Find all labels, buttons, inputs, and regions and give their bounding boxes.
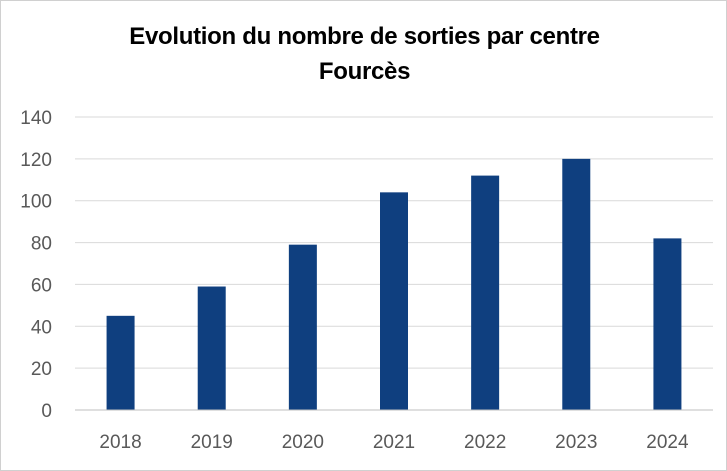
y-tick-label: 20 <box>31 359 52 380</box>
y-tick-label: 80 <box>31 234 52 255</box>
x-tick-label: 2024 <box>646 432 689 453</box>
x-tick-label: 2018 <box>99 432 141 453</box>
bar-2023 <box>562 158 591 410</box>
y-tick-label: 140 <box>20 108 52 129</box>
y-tick-label: 60 <box>31 275 52 296</box>
chart-title: Evolution du nombre de sorties par centr… <box>129 23 600 50</box>
x-tick-label: 2019 <box>191 432 233 453</box>
y-tick-label: 120 <box>20 150 52 171</box>
y-tick-label: 100 <box>20 192 52 213</box>
x-tick-label: 2020 <box>282 432 324 453</box>
bar-2019 <box>197 286 226 410</box>
bar-2021 <box>380 192 408 410</box>
bar-2018 <box>106 315 135 410</box>
bar-2020 <box>288 244 317 410</box>
bar-2022 <box>471 175 500 410</box>
x-tick-label: 2023 <box>555 432 597 453</box>
x-axis-ticks: 2018 2019 2020 2021 2022 2023 2024 <box>99 432 689 453</box>
y-axis-ticks: 0 20 40 60 80 100 120 140 <box>20 108 52 422</box>
y-tick-label: 0 <box>41 401 52 422</box>
x-tick-label: 2022 <box>464 432 506 453</box>
chart-subtitle: Fourcès <box>318 58 411 85</box>
x-tick-label: 2021 <box>373 432 415 453</box>
bar-2024 <box>653 238 682 410</box>
bars <box>106 158 682 410</box>
y-tick-label: 40 <box>31 317 52 338</box>
